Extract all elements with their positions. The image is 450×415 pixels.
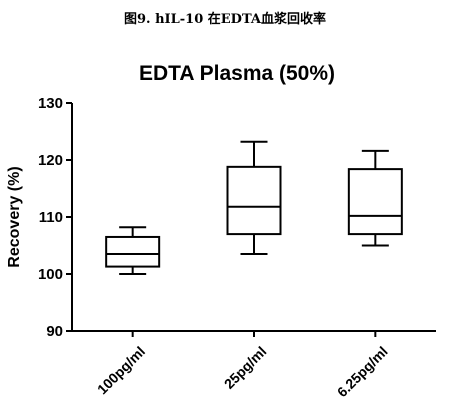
y-tick-label: 110: [39, 209, 63, 226]
chart-title: EDTA Plasma (50%): [139, 62, 335, 85]
y-tick-label: 90: [46, 323, 63, 340]
iqr-box: [105, 235, 161, 268]
x-tick-label: 25pg/ml: [221, 343, 270, 392]
x-tick-label: 100pg/ml: [94, 343, 148, 397]
y-tick-label: 100: [38, 266, 63, 283]
box-3: [347, 149, 403, 247]
iqr-box: [226, 165, 282, 236]
x-tick-label: 6.25pg/ml: [334, 343, 391, 400]
box-1: [105, 226, 161, 275]
figure-caption: 图9. hIL-10 在EDTA血浆回收率: [123, 12, 326, 27]
boxes: [105, 140, 403, 275]
iqr-box: [347, 168, 403, 236]
y-axis-label: Recovery (%): [6, 166, 23, 267]
y-ticks: 90 100 110 120 130: [38, 95, 72, 340]
y-tick-label: 120: [38, 152, 63, 169]
box-2: [226, 140, 282, 256]
y-tick-label: 130: [38, 95, 63, 112]
x-tick-labels: 100pg/ml 25pg/ml 6.25pg/ml: [94, 331, 391, 400]
